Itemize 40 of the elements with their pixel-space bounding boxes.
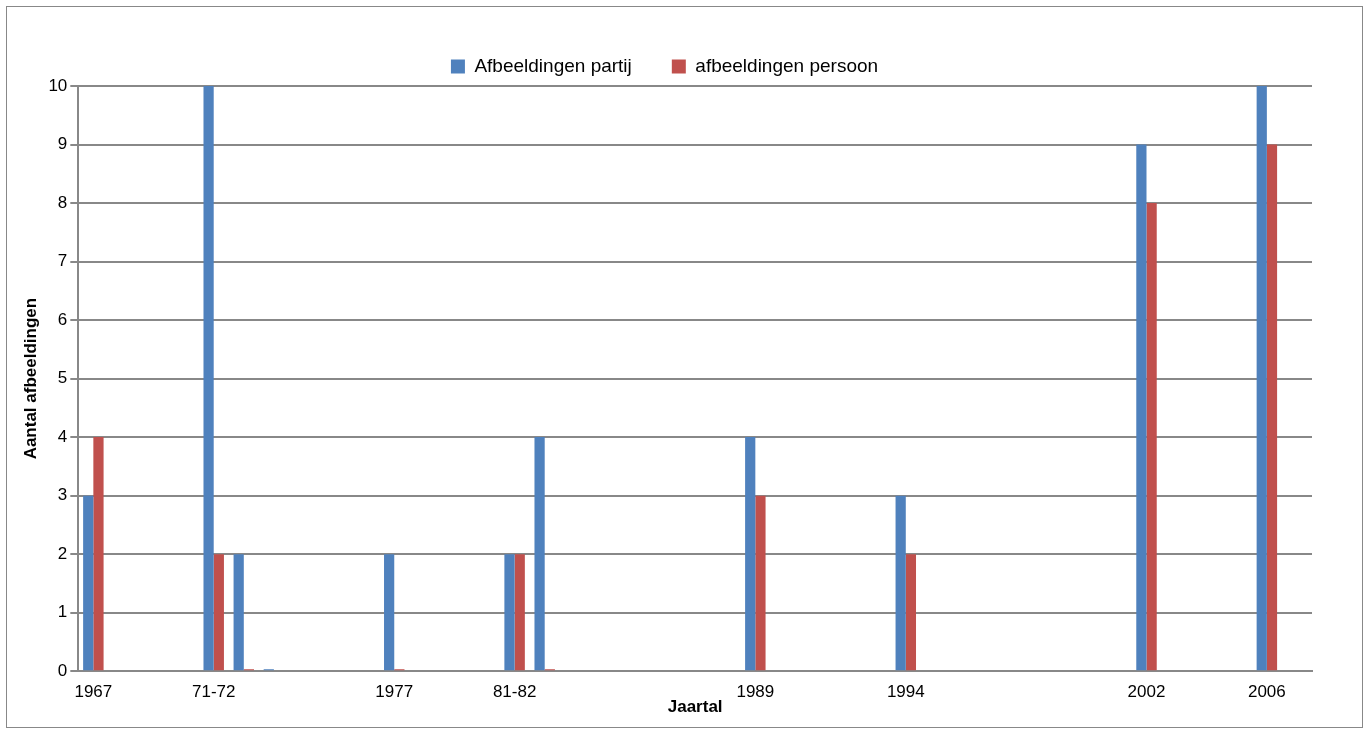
x-tick-label: 1967 bbox=[74, 682, 113, 702]
bar bbox=[93, 437, 104, 671]
y-tick-label: 0 bbox=[57, 660, 68, 680]
bar bbox=[384, 554, 395, 671]
bar bbox=[905, 554, 917, 671]
y-tick-label: 4 bbox=[57, 426, 68, 446]
legend-label: afbeeldingen persoon bbox=[695, 54, 879, 76]
bar bbox=[534, 437, 545, 671]
bar bbox=[504, 554, 515, 671]
bar bbox=[755, 495, 766, 671]
bar bbox=[213, 554, 224, 671]
x-axis-title: Jaartal bbox=[667, 697, 723, 717]
bar bbox=[233, 554, 244, 671]
x-tick-label: 1977 bbox=[375, 682, 414, 702]
y-tick-label: 10 bbox=[48, 75, 68, 95]
legend-label: Afbeeldingen partij bbox=[474, 54, 632, 76]
bar bbox=[745, 437, 756, 671]
bar bbox=[1146, 203, 1157, 671]
y-tick-label: 3 bbox=[57, 485, 68, 505]
bar bbox=[514, 554, 525, 671]
y-axis-title: Aantal afbeeldingen bbox=[20, 297, 40, 460]
bar bbox=[83, 495, 94, 671]
x-tick-label: 1989 bbox=[736, 682, 775, 702]
x-tick-label: 2002 bbox=[1127, 682, 1166, 702]
bar bbox=[1136, 144, 1147, 671]
y-tick-label: 5 bbox=[57, 368, 68, 388]
y-tick-label: 7 bbox=[57, 251, 68, 271]
bar bbox=[1256, 86, 1267, 671]
x-tick-label: 2006 bbox=[1247, 682, 1286, 702]
y-tick-label: 9 bbox=[57, 134, 68, 154]
y-tick-label: 2 bbox=[57, 543, 68, 563]
x-tick-label: 81-82 bbox=[492, 682, 537, 702]
y-tick-label: 6 bbox=[57, 309, 68, 329]
y-tick-label: 1 bbox=[57, 602, 68, 622]
bar bbox=[895, 495, 906, 671]
y-tick-label: 8 bbox=[57, 192, 68, 212]
x-tick-label: 71-72 bbox=[191, 682, 236, 702]
bar bbox=[1266, 144, 1278, 671]
x-tick-label: 1994 bbox=[886, 682, 925, 702]
bar bbox=[203, 86, 214, 671]
